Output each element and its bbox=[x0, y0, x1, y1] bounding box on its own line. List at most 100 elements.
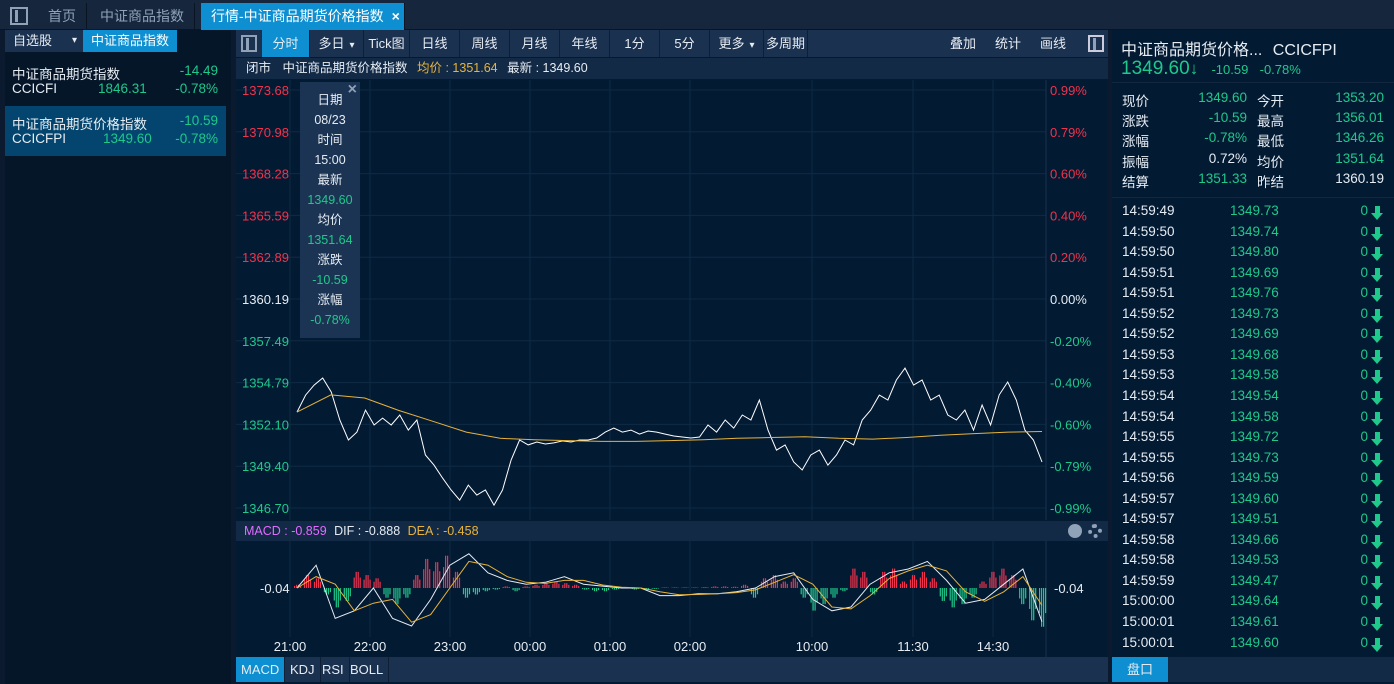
tick-price: 1349.73 bbox=[1230, 305, 1279, 321]
period-6[interactable]: 年线 bbox=[560, 30, 610, 57]
tab-orderbook[interactable]: 盘口 bbox=[1112, 657, 1168, 682]
close-icon[interactable]: × bbox=[391, 8, 400, 24]
statistics-button[interactable]: 统计 bbox=[994, 36, 1021, 51]
macd-bar bbox=[693, 587, 695, 588]
quote-field-row: 涨幅 -0.78% 最低 1346.26 bbox=[1122, 130, 1384, 150]
macd-bar bbox=[363, 579, 365, 588]
period-label: 多周期 bbox=[765, 36, 805, 51]
period-1[interactable]: 多日 ▾ bbox=[310, 30, 364, 57]
indicator-tab-rsi[interactable]: RSI bbox=[317, 657, 350, 682]
macd-bar bbox=[923, 571, 925, 588]
macd-bar bbox=[395, 588, 397, 605]
macd-bar bbox=[300, 585, 302, 588]
tick-price: 1349.60 bbox=[1230, 490, 1279, 506]
y-tick-left: 1354.79 bbox=[242, 376, 289, 391]
list-item[interactable]: 中证商品期货指数 -14.49 CCICFI 1846.31 -0.78% bbox=[5, 60, 226, 110]
period-toolbar: 分时 多日 ▾ Tick图 日线 周线 月线 年线 1分 5分 更多 ▾ 多周期 叠加 统计 画线 bbox=[236, 30, 1108, 57]
dif-line bbox=[296, 553, 1043, 627]
macd-bar bbox=[792, 578, 794, 588]
macd-bar bbox=[504, 586, 506, 588]
category-button[interactable]: 中证商品指数 bbox=[83, 30, 178, 52]
y-tick-right: 0.99% bbox=[1050, 83, 1087, 98]
chart-panel: 分时 多日 ▾ Tick图 日线 周线 月线 年线 1分 5分 更多 ▾ 多周期 叠加 统计 画线 闭市… bbox=[236, 30, 1108, 684]
macd-bar bbox=[713, 586, 715, 588]
macd-bar bbox=[566, 583, 568, 588]
latest-price: 最新 : 1349.60 bbox=[507, 61, 588, 75]
macd-header: MACD : -0.859 DIF : -0.888 DEA : -0.458 bbox=[236, 521, 1108, 541]
gear-icon[interactable] bbox=[1088, 524, 1102, 538]
sidebar-toggle-icon[interactable] bbox=[10, 7, 28, 25]
tick-volume: 0 bbox=[1360, 531, 1368, 547]
tab-home[interactable]: 首页 bbox=[38, 3, 87, 30]
macd-bar bbox=[474, 588, 476, 595]
macd-bar bbox=[1033, 588, 1035, 621]
period-8[interactable]: 5分 bbox=[660, 30, 710, 57]
indicator-tab-boll[interactable]: BOLL bbox=[345, 657, 390, 682]
close-indicator-icon[interactable] bbox=[1068, 524, 1082, 538]
macd-bar bbox=[1035, 588, 1037, 609]
period-4[interactable]: 周线 bbox=[460, 30, 510, 57]
close-icon[interactable]: × bbox=[347, 81, 357, 98]
tab-quote[interactable]: 行情-中证商品期货价格指数 × bbox=[201, 3, 405, 30]
macd-bar bbox=[333, 588, 335, 601]
y-tick-right: -0.20% bbox=[1050, 334, 1092, 349]
macd-bar bbox=[834, 588, 836, 598]
tick-row: 14:59:54 1349.54 0 bbox=[1122, 388, 1384, 409]
quote-field-row: 结算 1351.33 昨结 1360.19 bbox=[1122, 171, 1384, 191]
draw-line-button[interactable]: 画线 bbox=[1039, 36, 1066, 51]
watchlist-dropdown[interactable]: 自选股 ▾ bbox=[5, 30, 83, 52]
macd-bar bbox=[802, 588, 804, 598]
macd-bar bbox=[913, 575, 916, 588]
macd-bar bbox=[905, 583, 908, 588]
intraday-chart[interactable]: 1373.68 0.99% 1370.98 0.79% 1368.28 0.60% 1365… bbox=[236, 80, 1108, 520]
period-9[interactable]: 更多 ▾ bbox=[710, 30, 764, 57]
period-10[interactable]: 多周期 bbox=[764, 30, 808, 57]
panel-toggle-icon[interactable] bbox=[241, 35, 257, 52]
period-0[interactable]: 分时 bbox=[262, 30, 310, 57]
right-panel-toggle-icon[interactable] bbox=[1088, 35, 1104, 52]
arrow-down-icon bbox=[1371, 411, 1384, 426]
list-item[interactable]: 中证商品期货价格指数 -10.59 CCICFPI 1349.60 -0.78% bbox=[5, 106, 226, 156]
macd-bar bbox=[482, 588, 484, 591]
arrow-down-icon bbox=[1371, 308, 1384, 323]
tick-row: 14:59:57 1349.60 0 bbox=[1122, 491, 1384, 512]
quote-field-row: 涨跌 -10.59 最高 1356.01 bbox=[1122, 110, 1384, 130]
macd-bar bbox=[594, 588, 596, 592]
period-3[interactable]: 日线 bbox=[410, 30, 460, 57]
macd-bar bbox=[603, 588, 606, 592]
tick-volume: 0 bbox=[1360, 346, 1368, 362]
overlay-button[interactable]: 叠加 bbox=[949, 36, 976, 51]
macd-bar bbox=[488, 588, 490, 591]
macd-bar bbox=[925, 577, 927, 588]
tab-index[interactable]: 中证商品指数 bbox=[90, 3, 195, 30]
period-2[interactable]: Tick图 bbox=[364, 30, 410, 57]
arrow-down-icon: ↓ bbox=[1189, 59, 1199, 78]
tick-price: 1349.73 bbox=[1230, 449, 1279, 465]
tick-time: 14:59:56 bbox=[1122, 470, 1175, 486]
tick-volume: 0 bbox=[1360, 490, 1368, 506]
macd-bar bbox=[562, 584, 564, 588]
y-tick-right: -0.40% bbox=[1050, 376, 1092, 391]
tooltip-value: 1351.64 bbox=[307, 233, 353, 247]
period-7[interactable]: 1分 bbox=[610, 30, 660, 57]
macd-bar bbox=[899, 583, 902, 588]
macd-bar bbox=[725, 586, 727, 588]
macd-bar bbox=[339, 588, 341, 601]
indicator-tab-macd[interactable]: MACD bbox=[236, 657, 286, 682]
macd-bar bbox=[327, 588, 329, 595]
indicator-tab-kdj[interactable]: KDJ bbox=[285, 657, 321, 682]
arrow-down-icon bbox=[1371, 288, 1384, 303]
macd-zero-label-right: -0.04 bbox=[1054, 581, 1084, 596]
arrow-down-icon bbox=[1371, 617, 1384, 631]
period-5[interactable]: 月线 bbox=[510, 30, 560, 57]
macd-bar bbox=[528, 586, 530, 588]
macd-bar bbox=[971, 588, 973, 598]
macd-chart[interactable]: -0.04 -0.04 21:00 22:00 23:00 00:00 01:00 02:00… bbox=[236, 541, 1108, 657]
price-line bbox=[296, 367, 1043, 507]
macd-bar bbox=[502, 586, 504, 588]
macd-bar bbox=[903, 581, 906, 588]
macd-bar bbox=[921, 571, 923, 588]
tick-price: 1349.76 bbox=[1230, 285, 1279, 301]
macd-bar bbox=[486, 588, 488, 592]
price-change: -10.59 bbox=[1211, 62, 1249, 77]
